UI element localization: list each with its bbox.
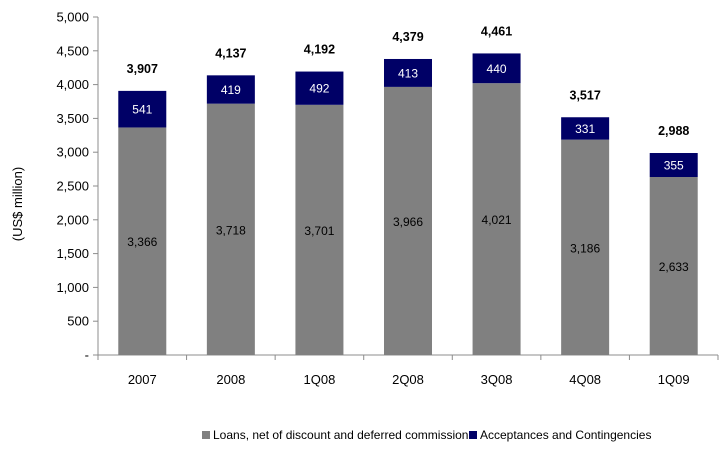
bar-acceptances [118, 90, 167, 128]
x-tick-label: 1Q08 [304, 372, 336, 387]
data-label-loans: 3,366 [127, 235, 157, 249]
bar-acceptances [649, 153, 698, 178]
data-label-loans: 3,966 [393, 215, 423, 229]
bar-acceptances [561, 117, 610, 140]
bar-loans [472, 83, 521, 356]
x-tick-label: 3Q08 [481, 372, 513, 387]
legend-label-acceptances: Acceptances and Contingencies [480, 428, 651, 442]
plot-area: - 500 1,000 1,500 2,000 2,500 3,000 3,500 4,000 4… [56, 10, 719, 387]
y-tick-label: 1,500 [56, 246, 89, 261]
data-label-acceptances: 492 [309, 82, 329, 96]
y-tick-label: 1,000 [56, 280, 89, 295]
legend-swatch-loans [202, 431, 210, 439]
x-tick-label: 2007 [128, 372, 157, 387]
bar-acceptances [384, 58, 432, 87]
data-label-loans: 3,701 [304, 224, 334, 238]
data-label-acceptances: 413 [398, 66, 418, 80]
data-label-acceptances: 440 [487, 62, 507, 76]
data-label-total: 3,517 [570, 88, 601, 102]
y-axis-label: (US$ million) [10, 167, 25, 241]
bar-loans [384, 86, 432, 355]
bar-loans [206, 103, 255, 355]
data-label-loans: 4,021 [482, 213, 512, 227]
data-label-total: 4,461 [481, 24, 512, 38]
data-label-total: 4,192 [304, 43, 335, 57]
y-tick-label: 4,500 [56, 43, 89, 58]
y-tick-label: 2,500 [56, 179, 89, 194]
bar-acceptances [472, 53, 521, 84]
bar-loans [649, 177, 698, 355]
y-tick-label: 3,000 [56, 145, 89, 160]
y-tick-label: 500 [67, 314, 89, 329]
y-tick-label: - [85, 348, 89, 363]
data-label-total: 2,988 [658, 124, 689, 138]
legend-label-loans: Loans, net of discount and deferred comm… [213, 428, 468, 442]
y-tick-label: 5,000 [56, 10, 89, 25]
bar-acceptances [295, 71, 344, 105]
data-label-loans: 3,186 [570, 241, 600, 255]
x-tick-label: 1Q09 [658, 372, 690, 387]
data-label-acceptances: 541 [132, 103, 152, 117]
y-tick-label: 3,500 [56, 111, 89, 126]
bar-acceptances [206, 75, 255, 104]
data-label-acceptances: 419 [221, 83, 241, 97]
legend: Loans, net of discount and deferred comm… [202, 428, 651, 442]
x-tick-label: 2Q08 [392, 372, 424, 387]
data-label-total: 3,907 [127, 62, 158, 76]
x-tick-label: 2008 [216, 372, 245, 387]
data-label-acceptances: 355 [664, 159, 684, 173]
data-label-acceptances: 331 [575, 122, 595, 136]
data-label-total: 4,137 [215, 46, 246, 60]
y-tick-label: 2,000 [56, 212, 89, 227]
data-label-loans: 2,633 [659, 260, 689, 274]
bar-loans [118, 127, 167, 355]
legend-swatch-acceptances [469, 431, 477, 439]
bar-loans [561, 139, 610, 355]
data-label-loans: 3,718 [216, 223, 246, 237]
data-label-total: 4,379 [392, 30, 423, 44]
y-tick-label: 4,000 [56, 77, 89, 92]
x-tick-label: 4Q08 [569, 372, 601, 387]
bar-loans [295, 104, 344, 355]
